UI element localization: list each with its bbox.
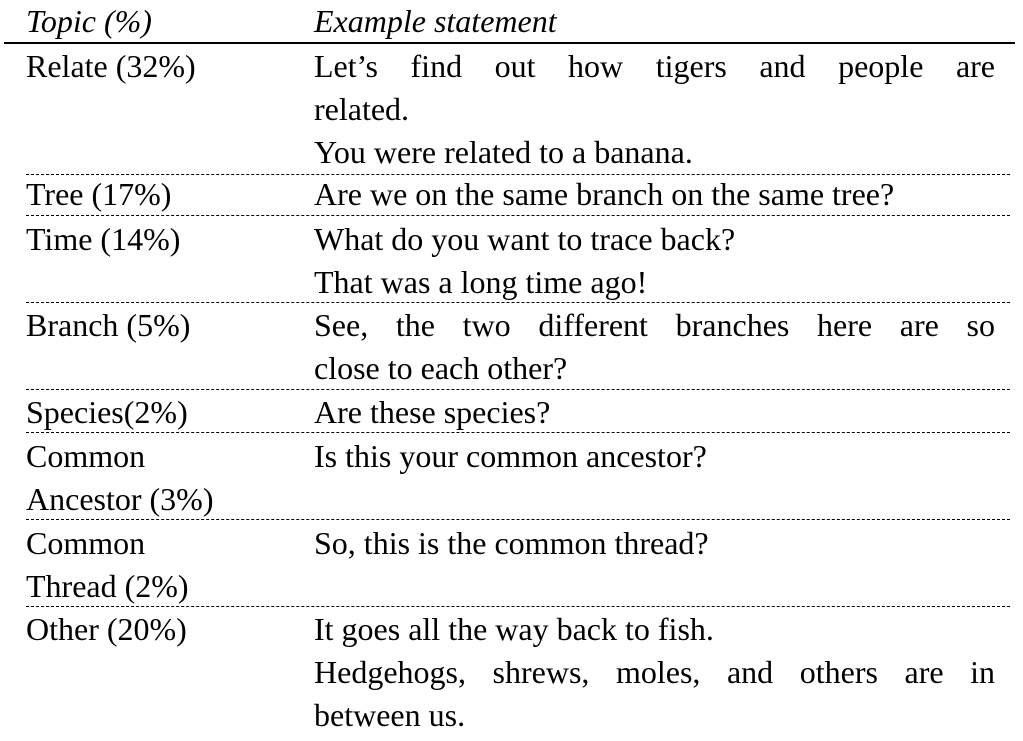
row-divider xyxy=(26,606,1010,607)
topic-label: Tree (17%) xyxy=(26,176,172,212)
row-divider xyxy=(26,432,1010,433)
row-divider xyxy=(26,174,1010,175)
topic-label: Common xyxy=(26,438,146,474)
example-line: That was a long time ago! xyxy=(314,264,648,300)
topic-label: Common xyxy=(26,525,146,561)
example-cell: Are these species? xyxy=(314,391,995,434)
row-divider xyxy=(26,215,1010,216)
row-divider xyxy=(26,389,1010,390)
example-line: Are these species? xyxy=(314,394,551,430)
header-rule xyxy=(4,42,1015,44)
example-cell: Let’s find out how tigers and people are… xyxy=(314,45,995,174)
topic-label: Species(2%) xyxy=(26,394,188,430)
topic-cell: Common Thread (2%) xyxy=(26,522,296,608)
example-line: See, the two different branches here are… xyxy=(314,307,995,343)
example-line: Hedgehogs, shrews, moles, and others are… xyxy=(314,654,995,690)
topic-cell: Branch (5%) xyxy=(26,304,296,347)
topic-label: Time (14%) xyxy=(26,221,181,257)
topic-label: Relate (32%) xyxy=(26,48,196,84)
example-line: close to each other? xyxy=(314,350,568,386)
row-divider xyxy=(26,519,1010,520)
example-line: So, this is the common thread? xyxy=(314,525,709,561)
row-divider xyxy=(26,302,1010,303)
example-line: Let’s find out how tigers and people are xyxy=(314,48,995,84)
topic-cell: Species(2%) xyxy=(26,391,296,434)
topic-label: Ancestor (3%) xyxy=(26,481,214,517)
topic-cell: Other (20%) xyxy=(26,608,296,651)
topic-label: Branch (5%) xyxy=(26,307,191,343)
example-line: Is this your common ancestor? xyxy=(314,438,707,474)
example-line: It goes all the way back to fish. xyxy=(314,611,714,647)
example-cell: It goes all the way back to fish. Hedgeh… xyxy=(314,608,995,737)
topic-label: Thread (2%) xyxy=(26,568,189,604)
example-line: You were related to a banana. xyxy=(314,134,693,170)
example-line: related. xyxy=(314,91,410,127)
example-cell: Is this your common ancestor? xyxy=(314,435,995,478)
example-cell: So, this is the common thread? xyxy=(314,522,995,565)
example-cell: See, the two different branches here are… xyxy=(314,304,995,390)
topic-cell: Time (14%) xyxy=(26,218,296,261)
topic-cell: Relate (32%) xyxy=(26,45,296,88)
example-line: between us. xyxy=(314,697,466,733)
topic-cell: Tree (17%) xyxy=(26,173,296,216)
example-line: Are we on the same branch on the same tr… xyxy=(314,176,895,212)
example-cell: Are we on the same branch on the same tr… xyxy=(314,173,995,216)
example-line: What do you want to trace back? xyxy=(314,221,736,257)
example-cell: What do you want to trace back? That was… xyxy=(314,218,995,304)
topic-label: Other (20%) xyxy=(26,611,187,647)
column-header-example: Example statement xyxy=(314,3,557,39)
column-header-topic: Topic (%) xyxy=(26,3,152,39)
table-header: Topic (%) Example statement xyxy=(0,0,1023,44)
topic-cell: Common Ancestor (3%) xyxy=(26,435,296,521)
